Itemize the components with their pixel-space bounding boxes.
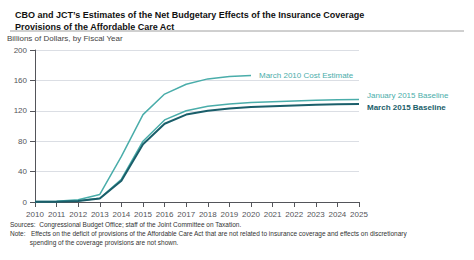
svg-text:Billions of Dollars, by Fiscal: Billions of Dollars, by Fiscal Year bbox=[7, 34, 123, 43]
svg-text:2013: 2013 bbox=[91, 210, 109, 219]
svg-text:CBO and JCT’s Estimates of the: CBO and JCT’s Estimates of the Net Budge… bbox=[15, 10, 364, 20]
svg-text:2023: 2023 bbox=[307, 210, 325, 219]
svg-text:2014: 2014 bbox=[113, 210, 131, 219]
svg-text:160: 160 bbox=[14, 76, 28, 85]
svg-text:120: 120 bbox=[14, 106, 28, 115]
svg-text:0: 0 bbox=[23, 198, 28, 207]
svg-text:March 2015 Baseline: March 2015 Baseline bbox=[367, 103, 446, 112]
svg-text:2018: 2018 bbox=[199, 210, 217, 219]
svg-text:January 2015 Baseline: January 2015 Baseline bbox=[367, 91, 449, 100]
svg-text:200: 200 bbox=[14, 46, 28, 55]
svg-text:40: 40 bbox=[18, 167, 27, 176]
svg-text:Sources: Congressional Budget: Sources: Congressional Budget Office; st… bbox=[10, 221, 241, 229]
svg-text:2025: 2025 bbox=[350, 210, 368, 219]
svg-text:Note: Effects on the deficit: Note: Effects on the deficit of provisio… bbox=[10, 230, 407, 238]
svg-text:2024: 2024 bbox=[329, 210, 347, 219]
svg-text:Provisions of the Affordable C: Provisions of the Affordable Care Act bbox=[15, 22, 174, 32]
svg-text:2021: 2021 bbox=[264, 210, 282, 219]
svg-text:2012: 2012 bbox=[69, 210, 87, 219]
svg-text:2010: 2010 bbox=[26, 210, 44, 219]
svg-text:2015: 2015 bbox=[134, 210, 152, 219]
svg-text:2017: 2017 bbox=[177, 210, 195, 219]
svg-text:2020: 2020 bbox=[242, 210, 260, 219]
svg-text:2011: 2011 bbox=[48, 210, 66, 219]
svg-text:80: 80 bbox=[18, 137, 27, 146]
svg-text:spending of the coverage provi: spending of the coverage provisions are … bbox=[10, 239, 179, 247]
svg-text:March 2010 Cost Estimate: March 2010 Cost Estimate bbox=[259, 71, 354, 80]
svg-text:2019: 2019 bbox=[221, 210, 239, 219]
svg-text:2022: 2022 bbox=[285, 210, 303, 219]
svg-text:2016: 2016 bbox=[156, 210, 174, 219]
